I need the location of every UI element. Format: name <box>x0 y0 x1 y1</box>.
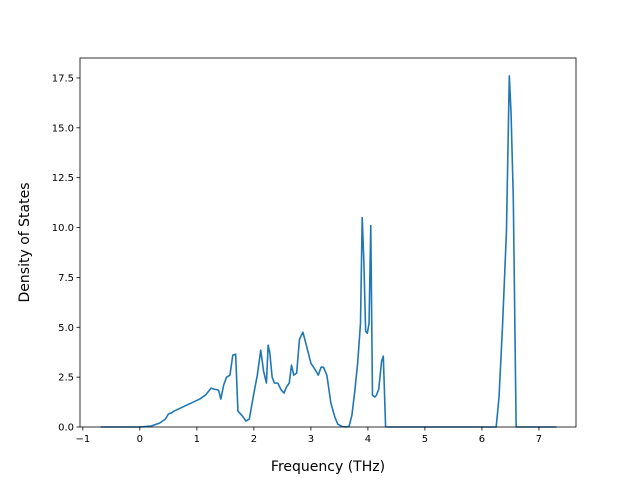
x-tick-label: 3 <box>308 434 314 445</box>
y-axis-title: Density of States <box>17 183 33 303</box>
x-tick-label: 2 <box>251 434 257 445</box>
x-tick-label: −1 <box>75 434 90 445</box>
x-tick-label: 1 <box>194 434 200 445</box>
y-tick-label: 17.5 <box>52 73 74 84</box>
y-tick-label: 7.5 <box>58 273 74 284</box>
x-tick-label: 0 <box>137 434 143 445</box>
x-axis-title: Frequency (THz) <box>271 459 385 475</box>
y-axis: 0.0 2.5 5.0 7.5 10.0 12.5 15.0 17.5 <box>52 73 80 434</box>
x-tick-label: 7 <box>536 434 542 445</box>
x-tick-label: 5 <box>422 434 428 445</box>
y-tick-label: 15.0 <box>52 123 74 134</box>
dos-line <box>100 75 557 428</box>
y-tick-label: 5.0 <box>58 323 74 334</box>
y-tick-label: 0.0 <box>58 423 74 434</box>
x-tick-label: 4 <box>365 434 371 445</box>
x-axis: −1 0 1 2 3 4 5 6 7 <box>75 427 542 445</box>
y-tick-label: 2.5 <box>58 373 74 384</box>
y-tick-label: 12.5 <box>52 173 74 184</box>
plot-area-frame <box>79 57 577 428</box>
x-tick-label: 6 <box>479 434 485 445</box>
y-tick-label: 10.0 <box>52 223 74 234</box>
